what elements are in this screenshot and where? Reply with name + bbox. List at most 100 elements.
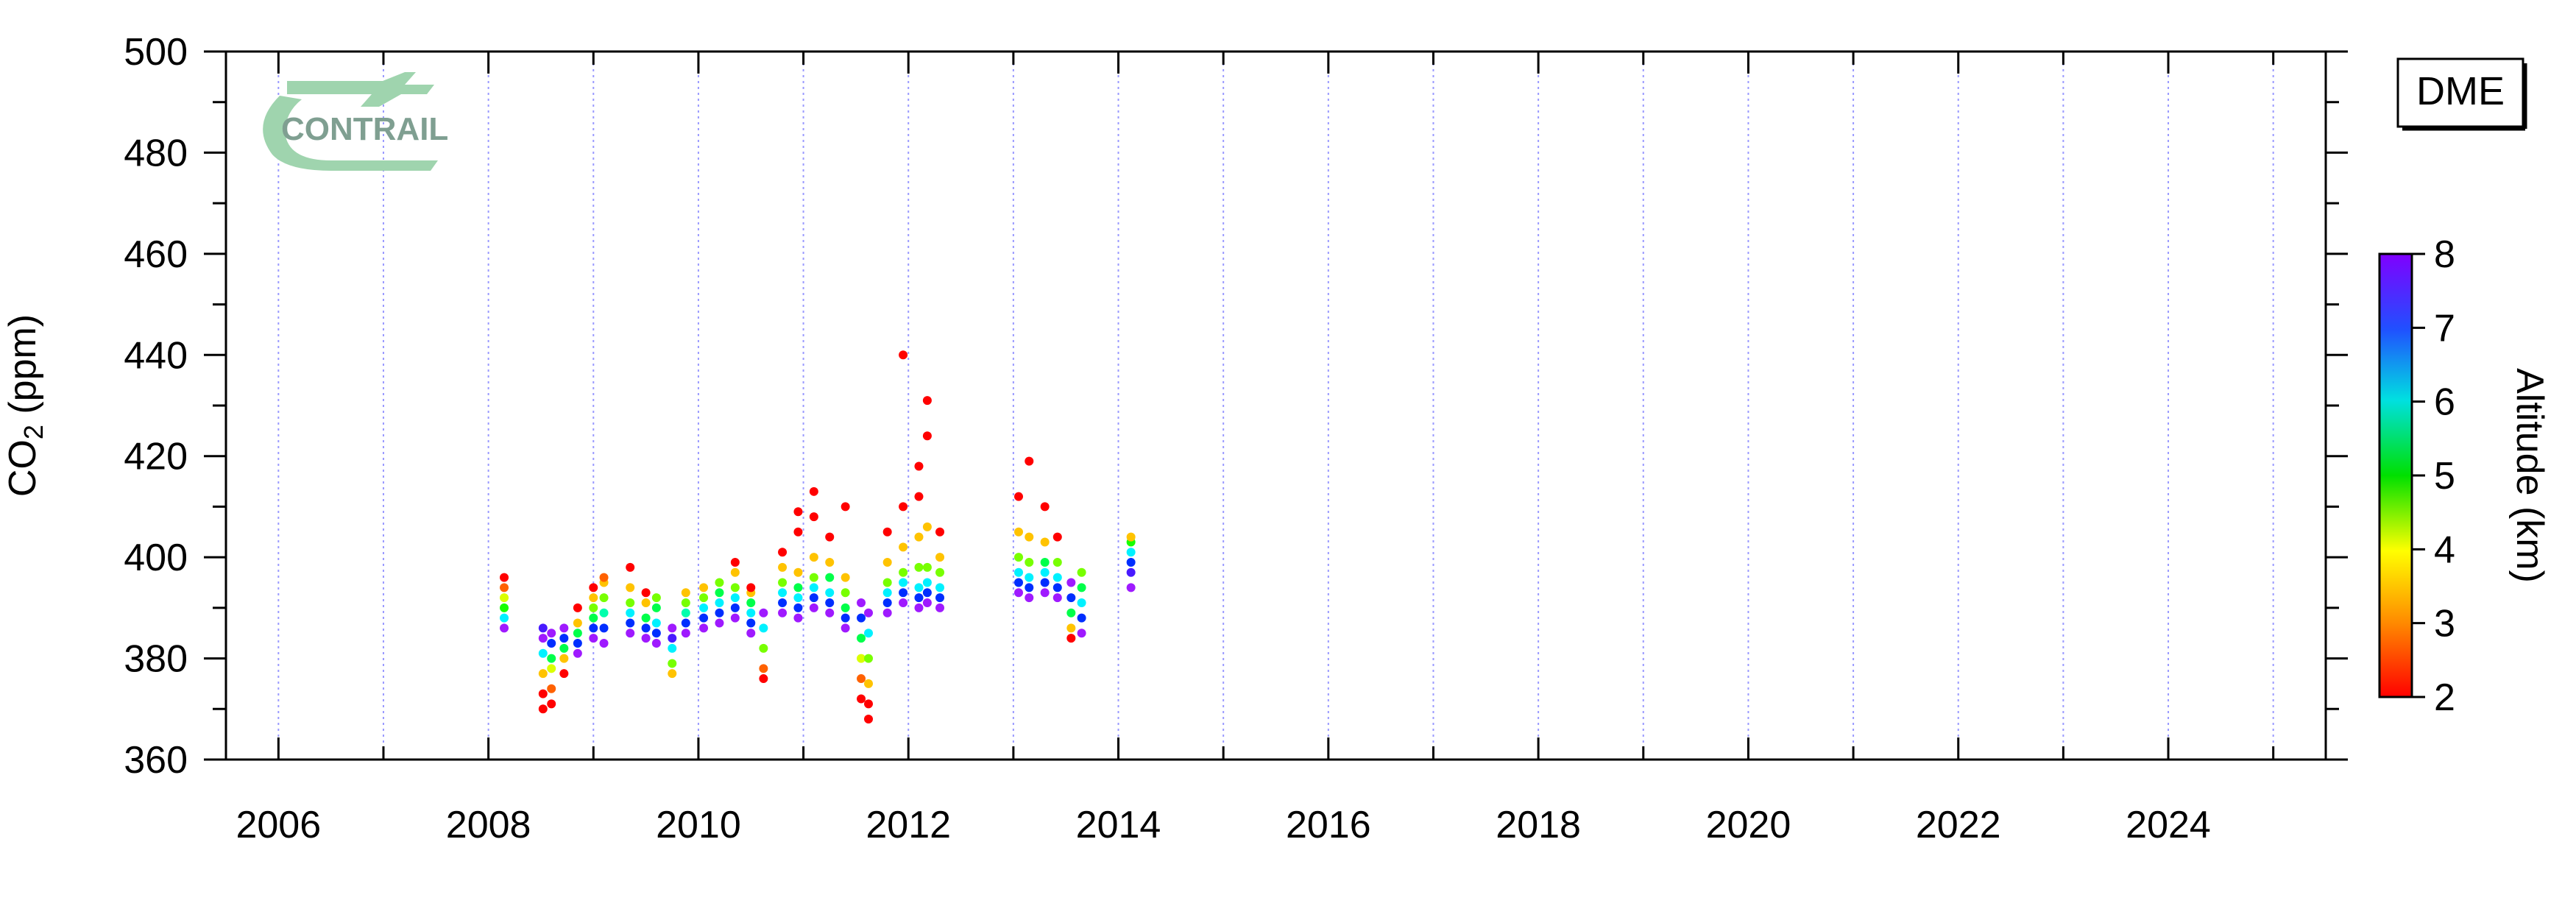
data-point	[1077, 567, 1086, 577]
data-point	[573, 629, 582, 638]
data-point	[500, 583, 509, 592]
data-point	[809, 486, 818, 496]
data-point	[857, 694, 866, 704]
y-axis-label-main: CO	[1, 439, 44, 497]
data-point	[841, 502, 850, 512]
colorbar-ticks: 2 3 4 5 6 7 8	[2412, 233, 2455, 719]
data-point	[599, 623, 609, 633]
data-point	[538, 648, 548, 658]
data-point	[641, 634, 651, 643]
data-point	[589, 603, 598, 612]
data-point	[589, 593, 598, 603]
data-point	[1052, 558, 1062, 567]
x-tick-label: 2018	[1496, 804, 1581, 846]
data-point	[699, 613, 709, 623]
data-point	[778, 548, 788, 557]
data-point	[935, 593, 945, 603]
data-point	[559, 623, 569, 633]
data-point	[935, 527, 945, 537]
y-tick-label: 480	[124, 132, 188, 174]
data-point	[922, 522, 932, 531]
data-point	[1077, 583, 1086, 592]
data-point	[793, 583, 803, 592]
colorbar	[2378, 252, 2413, 698]
data-point	[882, 558, 892, 567]
colorbar-tick-label: 5	[2434, 455, 2455, 498]
data-point	[651, 629, 661, 638]
contrail-logo: CONTRAIL	[263, 72, 448, 171]
data-point	[730, 593, 740, 603]
data-point	[681, 588, 690, 598]
y-tick-label: 400	[124, 537, 188, 579]
data-point	[641, 588, 651, 598]
data-point	[746, 618, 756, 628]
data-point	[547, 638, 556, 648]
data-point	[1014, 553, 1024, 562]
data-point	[778, 588, 788, 598]
x-axis: 2006 2008 2010 2012 2014 2016 2018 2020 2022 2024	[236, 52, 2275, 846]
data-point	[1052, 593, 1062, 603]
data-point	[547, 699, 556, 709]
data-point	[1040, 502, 1050, 512]
x-tick-label: 2010	[656, 804, 741, 846]
data-point	[899, 542, 908, 552]
data-point	[1077, 629, 1086, 638]
data-point	[651, 618, 661, 628]
data-point	[715, 618, 724, 628]
data-point	[641, 598, 651, 607]
x-tick-label: 2016	[1286, 804, 1371, 846]
y-tick-label: 380	[124, 638, 188, 681]
station-label-box	[2396, 57, 2524, 128]
data-point	[573, 648, 582, 658]
data-point	[500, 573, 509, 582]
data-point	[573, 603, 582, 612]
data-point	[935, 567, 945, 577]
x-tick-label: 2008	[446, 804, 531, 846]
data-point	[1040, 578, 1050, 587]
colorbar-tick-label: 8	[2434, 233, 2455, 276]
y-tick-label: 440	[124, 334, 188, 377]
logo-text: CONTRAIL	[281, 111, 448, 147]
colorbar-tick-label: 7	[2434, 307, 2455, 350]
data-point	[1066, 608, 1076, 618]
data-point	[589, 613, 598, 623]
data-point	[730, 613, 740, 623]
data-point	[882, 608, 892, 618]
data-point	[922, 431, 932, 441]
data-point	[547, 684, 556, 693]
y-axis-label-unit: (ppm)	[1, 314, 44, 425]
data-point	[935, 603, 945, 612]
data-point	[626, 618, 635, 628]
data-point	[559, 669, 569, 679]
data-point	[778, 598, 788, 607]
data-point	[599, 608, 609, 618]
data-point	[793, 527, 803, 537]
data-point	[668, 623, 677, 633]
data-point	[641, 623, 651, 633]
data-point	[559, 634, 569, 643]
data-point	[500, 623, 509, 633]
data-point	[1077, 598, 1086, 607]
data-point	[1052, 532, 1062, 542]
data-point	[1014, 588, 1024, 598]
data-point	[599, 638, 609, 648]
data-point	[1066, 623, 1076, 633]
data-point	[922, 588, 932, 598]
data-point	[809, 583, 818, 592]
data-point	[857, 598, 866, 607]
data-point	[864, 608, 874, 618]
y-tick-label: 360	[124, 739, 188, 782]
data-point	[914, 492, 924, 501]
data-point	[715, 578, 724, 587]
data-point	[793, 613, 803, 623]
data-point	[825, 608, 835, 618]
data-point	[681, 608, 690, 618]
data-point	[651, 638, 661, 648]
data-point	[651, 603, 661, 612]
x-tick-label: 2014	[1076, 804, 1161, 846]
data-point	[914, 593, 924, 603]
data-point	[882, 527, 892, 537]
data-point	[841, 573, 850, 582]
data-point	[778, 578, 788, 587]
